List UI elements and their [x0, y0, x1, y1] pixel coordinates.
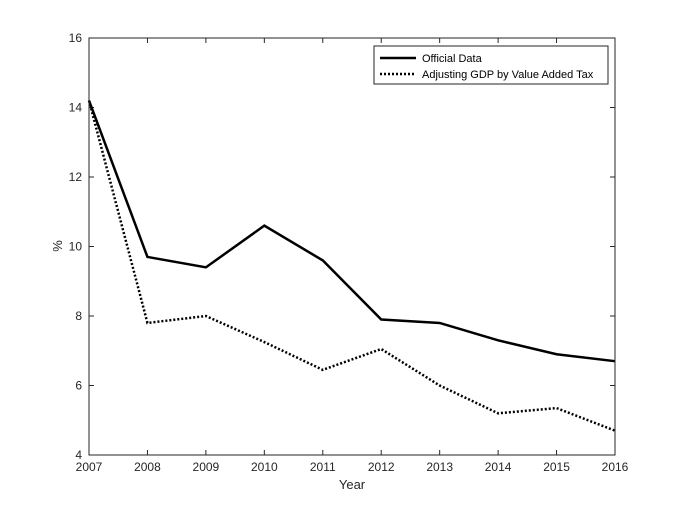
y-tick-label: 14: [69, 101, 83, 115]
x-tick-label: 2013: [426, 460, 453, 474]
x-tick-label: 2014: [485, 460, 512, 474]
x-tick-label: 2007: [76, 460, 103, 474]
y-axis-label: %: [50, 240, 65, 252]
y-tick-label: 16: [69, 31, 83, 45]
x-tick-label: 2015: [543, 460, 570, 474]
x-axis-label: Year: [339, 477, 366, 492]
x-tick-label: 2012: [368, 460, 395, 474]
y-tick-label: 12: [69, 170, 83, 184]
x-tick-label: 2011: [310, 460, 336, 474]
legend: Official Data Adjusting GDP by Value Add…: [374, 46, 608, 84]
y-tick-label: 6: [75, 379, 82, 393]
x-tick-label: 2010: [251, 460, 278, 474]
legend-label-official-data: Official Data: [422, 53, 483, 65]
legend-label-adjusted-gdp: Adjusting GDP by Value Added Tax: [422, 69, 594, 81]
x-tick-label: 2008: [134, 460, 161, 474]
y-tick-label: 10: [69, 240, 83, 254]
plot-area: [89, 38, 615, 455]
y-tick-label: 8: [75, 309, 82, 323]
y-tick-label: 4: [75, 448, 82, 462]
x-tick-label: 2016: [602, 460, 629, 474]
x-tick-label: 2009: [193, 460, 220, 474]
